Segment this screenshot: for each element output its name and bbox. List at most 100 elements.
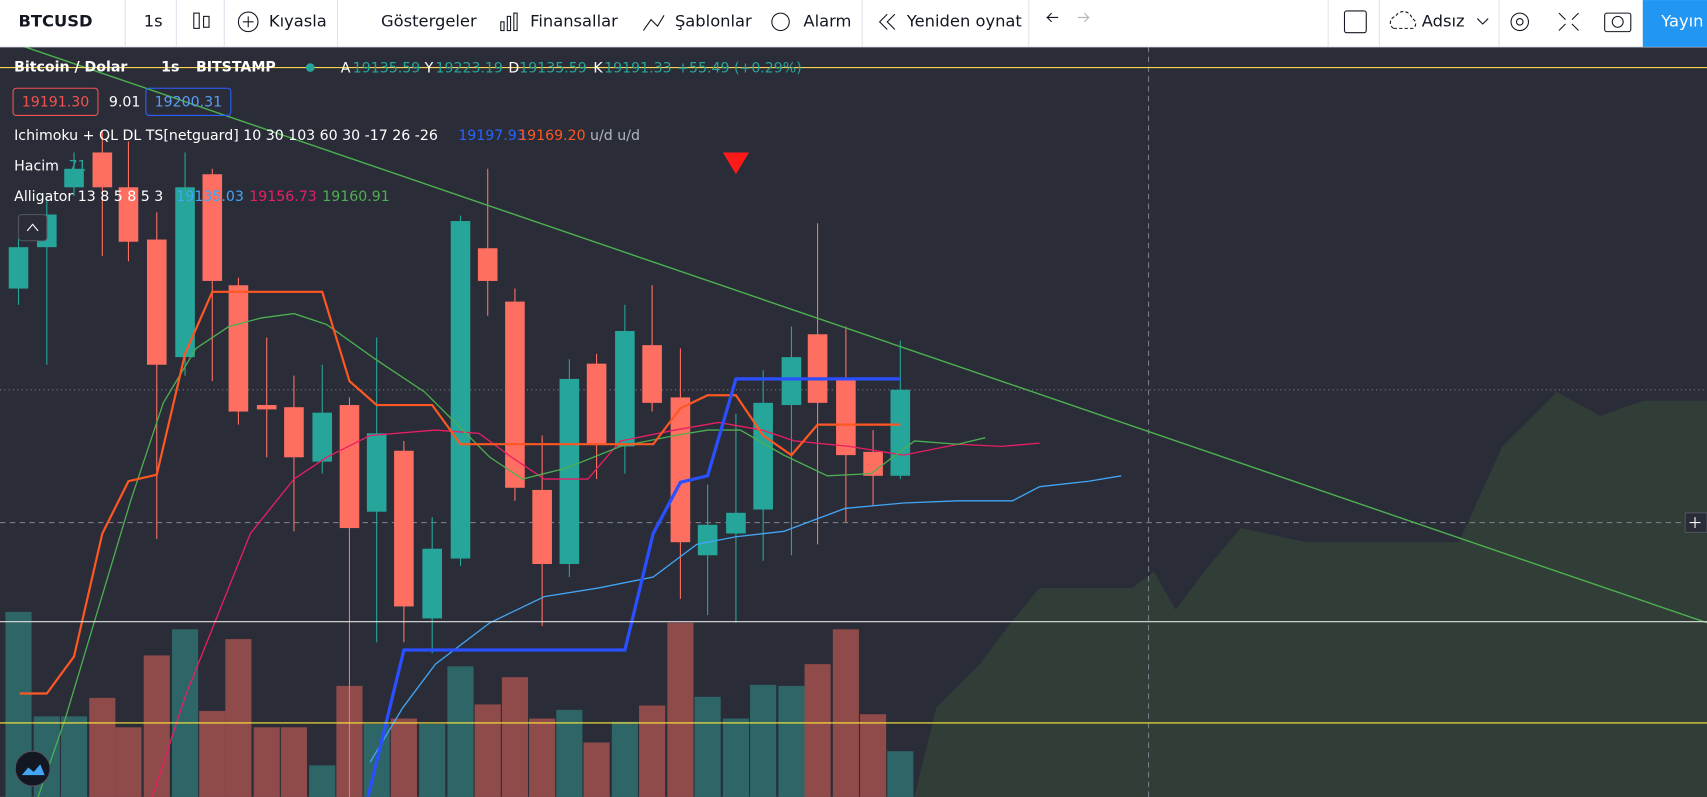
collapse-button[interactable]: [17, 213, 48, 242]
volume-bar: [556, 709, 583, 797]
alligator-lips: [37, 312, 986, 797]
trend-line: [21, 45, 1707, 624]
indicator-name[interactable]: Hacim: [14, 159, 59, 175]
alligator-teeth: [151, 421, 1040, 797]
toolbar-button[interactable]: Şablonlar: [675, 11, 752, 30]
collapse-icon: [26, 223, 39, 232]
indicator-value: u/d u/d: [590, 128, 640, 144]
toolbar: [0, 0, 1707, 47]
candle-body: [8, 247, 29, 289]
interval[interactable]: 1s: [144, 11, 163, 30]
toolbar-button[interactable]: Yeniden oynat: [906, 11, 1022, 30]
conversion-line: [366, 377, 901, 797]
candle-body: [642, 345, 662, 403]
volume-bar: [529, 718, 556, 797]
volume-bar: [501, 677, 528, 797]
publish-label[interactable]: Yayın: [1660, 11, 1703, 30]
indicator-name[interactable]: Ichimoku + QL DL TS[netguard] 10 30 103 …: [14, 128, 438, 144]
candle-body: [697, 524, 718, 556]
candle-body: [312, 412, 333, 462]
logo-icon: [21, 764, 45, 776]
volume-bar: [225, 639, 252, 797]
volume-bar: [860, 714, 887, 797]
volume-bar: [778, 685, 805, 797]
ask-price[interactable]: 19200.31: [155, 94, 222, 110]
indicator-value: 71: [69, 159, 87, 175]
volume-bar: [639, 705, 666, 797]
candle-body: [726, 512, 746, 534]
volume-bar: [115, 727, 142, 797]
volume-bar: [722, 718, 749, 797]
spread: 9.01: [109, 94, 141, 110]
candle-body: [146, 239, 167, 365]
layout-name[interactable]: Adsız: [1422, 11, 1465, 30]
legend-title: Bitcoin / Dolar: [14, 60, 127, 76]
toolbar-button[interactable]: Finansallar: [530, 11, 618, 30]
ask-box[interactable]: [145, 87, 232, 116]
bid-box[interactable]: [12, 87, 99, 116]
volume-bar: [447, 666, 474, 797]
volume-bar: [89, 697, 116, 797]
indicator-value: 19135.03: [176, 189, 243, 205]
volume-bar: [832, 629, 859, 797]
volume-bar: [474, 704, 501, 797]
add-icon: [1689, 517, 1701, 529]
indicator-value: 19169.20: [518, 128, 585, 144]
volume-bar: [390, 718, 417, 797]
candle-body: [92, 152, 113, 188]
sell-signal: [722, 152, 749, 175]
volume-bar: [694, 696, 721, 797]
chart-layer: [0, 45, 1707, 797]
toolbar-icons: [124, 0, 1632, 47]
candle-body: [228, 285, 249, 412]
candle-body: [118, 187, 139, 242]
volume-bar: [143, 655, 170, 797]
volume-bar: [309, 765, 336, 797]
candle-body: [863, 451, 883, 476]
candle-body: [284, 407, 304, 458]
candle-body: [394, 450, 414, 607]
candle-body: [366, 433, 387, 512]
candle-body: [450, 221, 471, 559]
toolbar-button[interactable]: Alarm: [803, 11, 851, 30]
indicator-name[interactable]: Alligator 13 8 5 8 5 3: [14, 189, 163, 205]
ichimoku-cloud: [914, 391, 1707, 797]
candle-body: [477, 248, 498, 281]
volume-bar: [419, 724, 446, 797]
ohlc-value: 19223.19: [435, 61, 502, 77]
ohlc-value: 19191.33: [604, 61, 671, 77]
publish-button[interactable]: [1642, 0, 1707, 47]
candle-body: [836, 377, 856, 456]
ohlc-label: K: [593, 61, 603, 77]
indicator-value: 19197.93: [458, 128, 525, 144]
ohlc-label: A: [341, 61, 351, 77]
candle-body: [256, 405, 277, 410]
candle-body: [202, 174, 223, 281]
indicator-value: 19160.91: [322, 189, 389, 205]
status-dot: [305, 63, 315, 72]
candle-body: [559, 378, 580, 564]
candle-body: [807, 334, 828, 403]
candle-body: [890, 389, 911, 476]
volume-bar: [667, 622, 694, 797]
logo-button[interactable]: [14, 750, 51, 787]
indicator-value: 19156.73: [249, 189, 316, 205]
bid-price[interactable]: 19191.30: [22, 94, 89, 110]
volume-bar: [199, 710, 226, 797]
ohlc-value: 19135.59: [353, 61, 420, 77]
toolbar-button[interactable]: Kıyasla: [269, 11, 327, 30]
candle-body: [753, 402, 773, 510]
legend-exchange: BITSTAMP: [196, 60, 276, 76]
volume-bar: [611, 721, 638, 797]
volume-bar: [172, 629, 199, 797]
candle-body: [615, 331, 635, 447]
ohlc-label: Y: [424, 61, 434, 77]
symbol[interactable]: BTCUSD: [19, 11, 93, 30]
candle-body: [781, 357, 802, 406]
candle-body: [339, 405, 360, 529]
toolbar-button[interactable]: Göstergeler: [381, 11, 477, 30]
ohlc-value: 19135.59: [519, 61, 586, 77]
volume-bar: [60, 716, 88, 797]
